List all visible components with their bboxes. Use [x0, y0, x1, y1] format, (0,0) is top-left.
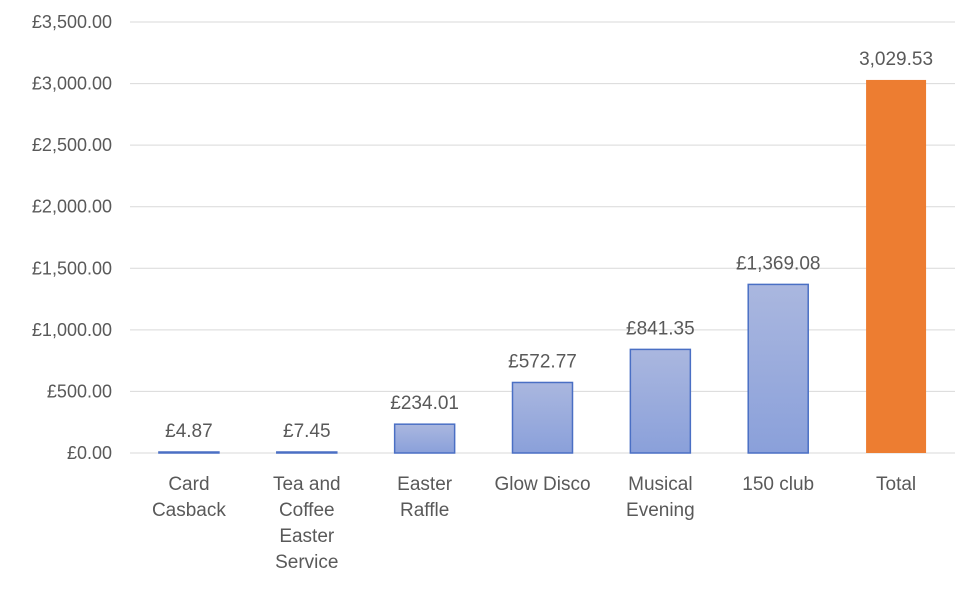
data-label: 3,029.53 — [859, 49, 933, 70]
bar — [747, 283, 809, 454]
x-tick-label: Tea and Coffee Easter Service — [273, 474, 341, 573]
x-tick-label: Musical Evening — [626, 474, 695, 521]
y-tick-label: £1,000.00 — [32, 320, 112, 340]
y-tick-label: £0.00 — [67, 443, 112, 463]
y-tick-label: £1,500.00 — [32, 258, 112, 278]
data-label: £234.01 — [390, 393, 459, 414]
y-tick-label: £3,000.00 — [32, 74, 112, 94]
bar — [276, 451, 338, 454]
x-tick-label: Easter Raffle — [397, 474, 453, 521]
x-tick-label: Glow Disco — [494, 474, 590, 495]
x-tick-label: Card Casback — [152, 474, 226, 521]
bar — [629, 348, 692, 454]
bar-total — [866, 79, 927, 453]
y-tick-label: £2,000.00 — [32, 197, 112, 217]
data-label: £841.35 — [626, 318, 695, 339]
bar — [393, 423, 456, 454]
y-tick-label: £2,500.00 — [32, 135, 112, 155]
gridlines — [130, 21, 955, 454]
bar — [511, 381, 574, 454]
x-axis-tick-labels: Card Casback Tea and Coffee Easter Service Eas… — [152, 474, 916, 573]
y-tick-label: £500.00 — [47, 381, 112, 401]
data-label: £4.87 — [165, 421, 213, 442]
data-label: £7.45 — [283, 421, 331, 442]
x-tick-label: Total — [876, 474, 916, 495]
data-label: £572.77 — [508, 351, 577, 372]
data-label: £1,369.08 — [736, 253, 821, 274]
bar — [158, 451, 220, 454]
y-axis-tick-labels: £0.00 £500.00 £1,000.00 £1,500.00 £2,000.00 £… — [32, 12, 112, 463]
data-labels: £4.87 £7.45 £234.01 £572.77 £841.35 £1,369.08… — [165, 49, 933, 442]
y-tick-label: £3,500.00 — [32, 12, 112, 32]
bars — [158, 79, 927, 454]
x-tick-label: 150 club — [742, 474, 814, 495]
